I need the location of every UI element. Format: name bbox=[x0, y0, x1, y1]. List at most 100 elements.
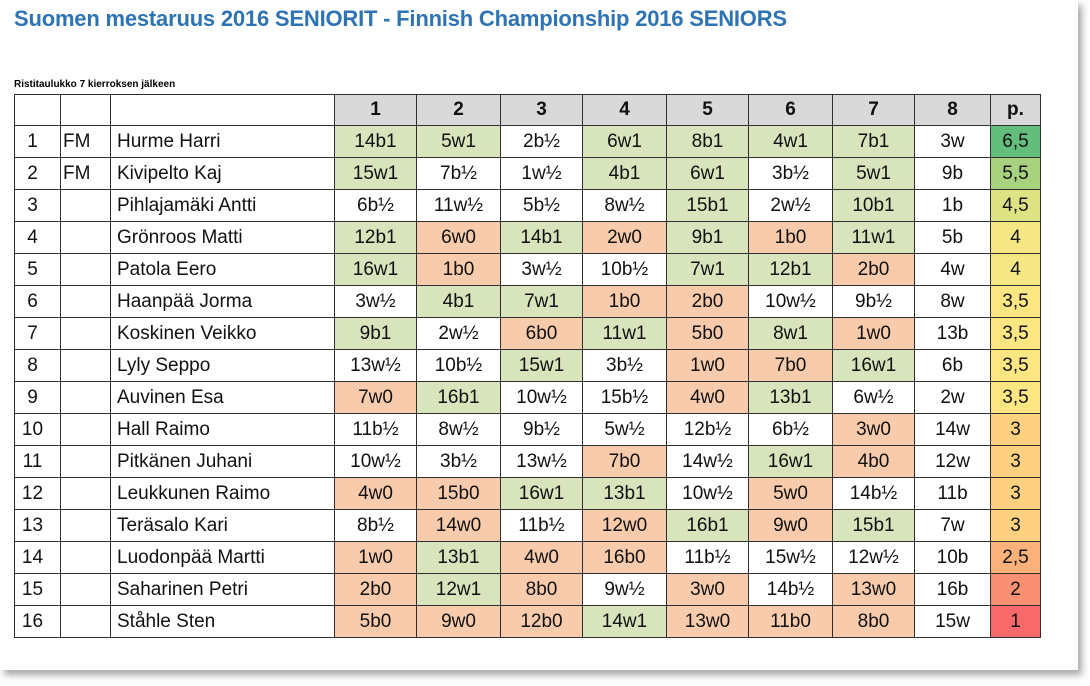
player-title-cell bbox=[60, 349, 111, 382]
round-result-cell: 16b1 bbox=[416, 381, 501, 414]
player-name-cell: Teräsalo Kari bbox=[110, 509, 335, 542]
round-result-cell: 5b0 bbox=[666, 317, 749, 350]
round-result-cell: 8b0 bbox=[832, 605, 915, 638]
player-title-cell bbox=[60, 317, 111, 350]
header-round-3: 3 bbox=[500, 94, 583, 126]
rank-cell: 9 bbox=[14, 381, 61, 414]
round-result-cell: 14b½ bbox=[748, 573, 833, 606]
round-result-cell: 8b0 bbox=[500, 573, 583, 606]
header-blank-cell bbox=[110, 94, 335, 126]
round-result-cell: 15w bbox=[914, 605, 991, 638]
round-result-cell: 4w0 bbox=[334, 477, 417, 510]
round-result-cell: 7w1 bbox=[666, 253, 749, 286]
round-result-cell: 13w½ bbox=[334, 349, 417, 382]
header-round-5: 5 bbox=[666, 94, 749, 126]
round-result-cell: 9b1 bbox=[334, 317, 417, 350]
player-name-cell: Ståhle Sten bbox=[110, 605, 335, 638]
round-result-cell: 8w½ bbox=[582, 189, 667, 222]
crosstable: 1 2 3 4 5 6 7 8 p. 1 FM Hurme Harri 14b1 5w1 2b½ 6w1 8b… bbox=[14, 94, 1041, 638]
points-cell: 6,5 bbox=[990, 125, 1041, 158]
player-name-cell: Luodonpää Martti bbox=[110, 541, 335, 574]
round-result-cell: 3w bbox=[914, 125, 991, 158]
table-row: 1 FM Hurme Harri 14b1 5w1 2b½ 6w1 8b1 4w1 7b1 3w 6,… bbox=[14, 125, 1041, 158]
table-row: 16 Ståhle Sten 5b0 9w0 12b0 14w1 13w0 11b0 8b0 15… bbox=[14, 605, 1041, 638]
round-result-cell: 7w0 bbox=[334, 381, 417, 414]
round-result-cell: 12b1 bbox=[334, 221, 417, 254]
round-result-cell: 16w1 bbox=[832, 349, 915, 382]
round-result-cell: 9w½ bbox=[582, 573, 667, 606]
round-result-cell: 6w0 bbox=[416, 221, 501, 254]
round-result-cell: 1b0 bbox=[416, 253, 501, 286]
round-result-cell: 7b0 bbox=[748, 349, 833, 382]
rank-cell: 2 bbox=[14, 157, 61, 190]
round-result-cell: 15b1 bbox=[666, 189, 749, 222]
table-row: 2 FM Kivipelto Kaj 15w1 7b½ 1w½ 4b1 6w1 3b½ 5w1 9b… bbox=[14, 157, 1041, 190]
table-caption: Ristitaulukko 7 kierroksen jälkeen bbox=[14, 79, 176, 90]
round-result-cell: 11w1 bbox=[582, 317, 667, 350]
rank-cell: 6 bbox=[14, 285, 61, 318]
round-result-cell: 7b1 bbox=[832, 125, 915, 158]
rank-cell: 7 bbox=[14, 317, 61, 350]
header-row: 1 2 3 4 5 6 7 8 p. bbox=[14, 94, 1041, 126]
player-title-cell bbox=[60, 253, 111, 286]
round-result-cell: 6b bbox=[914, 349, 991, 382]
table-body: 1 FM Hurme Harri 14b1 5w1 2b½ 6w1 8b1 4w1 7b1 3w 6,… bbox=[14, 125, 1041, 638]
header-round-4: 4 bbox=[582, 94, 667, 126]
points-cell: 3,5 bbox=[990, 317, 1041, 350]
round-result-cell: 14w1 bbox=[582, 605, 667, 638]
round-result-cell: 3w½ bbox=[500, 253, 583, 286]
round-result-cell: 8w bbox=[914, 285, 991, 318]
round-result-cell: 13w0 bbox=[832, 573, 915, 606]
round-result-cell: 13b1 bbox=[582, 477, 667, 510]
round-result-cell: 1b0 bbox=[582, 285, 667, 318]
round-result-cell: 8w½ bbox=[416, 413, 501, 446]
round-result-cell: 2w bbox=[914, 381, 991, 414]
round-result-cell: 13b1 bbox=[748, 381, 833, 414]
round-result-cell: 5b0 bbox=[334, 605, 417, 638]
player-title-cell bbox=[60, 477, 111, 510]
round-result-cell: 12b½ bbox=[666, 413, 749, 446]
rank-cell: 12 bbox=[14, 477, 61, 510]
round-result-cell: 12w½ bbox=[832, 541, 915, 574]
round-result-cell: 2b0 bbox=[334, 573, 417, 606]
round-result-cell: 11b½ bbox=[500, 509, 583, 542]
table-row: 7 Koskinen Veikko 9b1 2w½ 6b0 11w1 5b0 8w1 1w0 13… bbox=[14, 317, 1041, 350]
table-row: 5 Patola Eero 16w1 1b0 3w½ 10b½ 7w1 12b1 2b0 4w 4 bbox=[14, 253, 1041, 286]
round-result-cell: 12w bbox=[914, 445, 991, 478]
round-result-cell: 2w½ bbox=[416, 317, 501, 350]
round-result-cell: 15w1 bbox=[500, 349, 583, 382]
round-result-cell: 16b0 bbox=[582, 541, 667, 574]
round-result-cell: 11w1 bbox=[832, 221, 915, 254]
round-result-cell: 5w0 bbox=[748, 477, 833, 510]
rank-cell: 8 bbox=[14, 349, 61, 382]
player-title-cell bbox=[60, 189, 111, 222]
rank-cell: 14 bbox=[14, 541, 61, 574]
player-title-cell: FM bbox=[60, 157, 111, 190]
round-result-cell: 1w0 bbox=[666, 349, 749, 382]
round-result-cell: 4b1 bbox=[582, 157, 667, 190]
rank-cell: 11 bbox=[14, 445, 61, 478]
table-row: 4 Grönroos Matti 12b1 6w0 14b1 2w0 9b1 1b0 11w1 5… bbox=[14, 221, 1041, 254]
round-result-cell: 6b½ bbox=[334, 189, 417, 222]
rank-cell: 10 bbox=[14, 413, 61, 446]
round-result-cell: 16b bbox=[914, 573, 991, 606]
table-row: 10 Hall Raimo 11b½ 8w½ 9b½ 5w½ 12b½ 6b½ 3w0 14w 3 bbox=[14, 413, 1041, 446]
round-result-cell: 1b bbox=[914, 189, 991, 222]
points-cell: 4 bbox=[990, 221, 1041, 254]
page-title: Suomen mestaruus 2016 SENIORIT - Finnish… bbox=[14, 6, 787, 31]
round-result-cell: 9b1 bbox=[666, 221, 749, 254]
player-name-cell: Hall Raimo bbox=[110, 413, 335, 446]
points-cell: 1 bbox=[990, 605, 1041, 638]
points-cell: 5,5 bbox=[990, 157, 1041, 190]
player-title-cell bbox=[60, 541, 111, 574]
round-result-cell: 13w0 bbox=[666, 605, 749, 638]
round-result-cell: 5w1 bbox=[832, 157, 915, 190]
round-result-cell: 1b0 bbox=[748, 221, 833, 254]
round-result-cell: 4w bbox=[914, 253, 991, 286]
round-result-cell: 14b1 bbox=[334, 125, 417, 158]
round-result-cell: 16w1 bbox=[748, 445, 833, 478]
round-result-cell: 7w1 bbox=[500, 285, 583, 318]
player-name-cell: Grönroos Matti bbox=[110, 221, 335, 254]
round-result-cell: 10w½ bbox=[500, 381, 583, 414]
player-title-cell bbox=[60, 445, 111, 478]
